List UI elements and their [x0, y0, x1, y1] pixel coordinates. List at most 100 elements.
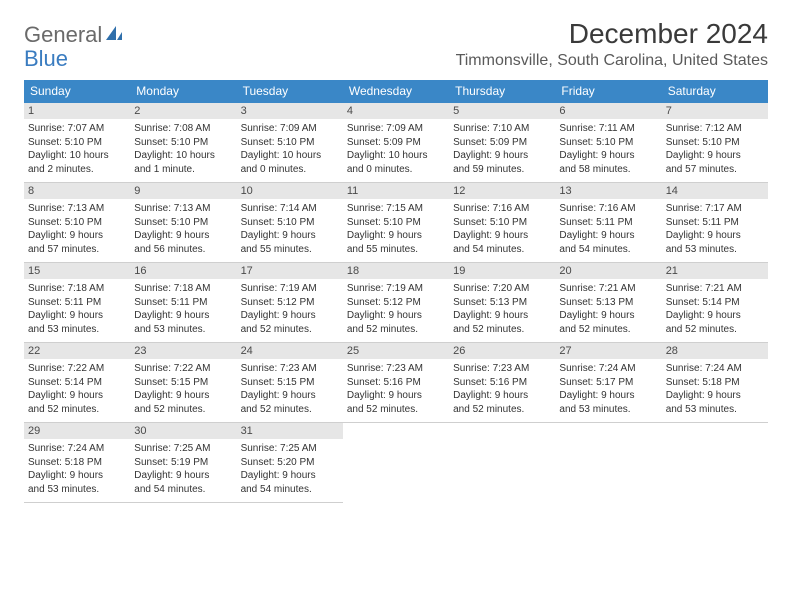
daylight-text-2: and 53 minutes. — [666, 243, 764, 257]
daylight-text-1: Daylight: 9 hours — [453, 229, 551, 243]
daylight-text-1: Daylight: 10 hours — [241, 149, 339, 163]
sunset-text: Sunset: 5:14 PM — [28, 376, 126, 390]
day-number: 17 — [237, 263, 343, 279]
calendar-cell: 11Sunrise: 7:15 AMSunset: 5:10 PMDayligh… — [343, 183, 449, 263]
calendar-cell: 22Sunrise: 7:22 AMSunset: 5:14 PMDayligh… — [24, 343, 130, 423]
sunset-text: Sunset: 5:11 PM — [559, 216, 657, 230]
calendar-cell — [662, 423, 768, 503]
daylight-text-2: and 54 minutes. — [453, 243, 551, 257]
daylight-text-1: Daylight: 9 hours — [28, 229, 126, 243]
sunset-text: Sunset: 5:09 PM — [453, 136, 551, 150]
week-row: 22Sunrise: 7:22 AMSunset: 5:14 PMDayligh… — [24, 343, 768, 423]
daylight-text-2: and 2 minutes. — [28, 163, 126, 177]
calendar-cell: 29Sunrise: 7:24 AMSunset: 5:18 PMDayligh… — [24, 423, 130, 503]
sunrise-text: Sunrise: 7:25 AM — [134, 442, 232, 456]
day-number: 11 — [343, 183, 449, 199]
calendar-cell: 16Sunrise: 7:18 AMSunset: 5:11 PMDayligh… — [130, 263, 236, 343]
calendar-cell: 30 Sunrise: 7:25 AMSunset: 5:19 PMDayligh… — [130, 423, 236, 503]
day-number: 15 — [24, 263, 130, 279]
sunrise-text: Sunrise: 7:21 AM — [559, 282, 657, 296]
sunrise-text: Sunrise: 7:17 AM — [666, 202, 764, 216]
daylight-text-1: Daylight: 9 hours — [28, 469, 126, 483]
day-header: Saturday — [662, 80, 768, 103]
sunrise-text: Sunrise: 7:25 AM — [241, 442, 339, 456]
sunset-text: Sunset: 5:10 PM — [28, 136, 126, 150]
sunrise-text: Sunrise: 7:19 AM — [347, 282, 445, 296]
daylight-text-2: and 52 minutes. — [241, 403, 339, 417]
daylight-text-1: Daylight: 9 hours — [559, 309, 657, 323]
location-subtitle: Timmonsville, South Carolina, United Sta… — [456, 52, 768, 70]
daylight-text-1: Daylight: 9 hours — [347, 389, 445, 403]
day-number: 18 — [343, 263, 449, 279]
day-number: 29 — [24, 423, 130, 439]
sunset-text: Sunset: 5:13 PM — [559, 296, 657, 310]
daylight-text-1: Daylight: 10 hours — [134, 149, 232, 163]
sunrise-text: Sunrise: 7:18 AM — [134, 282, 232, 296]
sunrise-text: Sunrise: 7:14 AM — [241, 202, 339, 216]
sunrise-text: Sunrise: 7:07 AM — [28, 122, 126, 136]
daylight-text-1: Daylight: 10 hours — [347, 149, 445, 163]
day-number: 2 — [130, 103, 236, 119]
day-number: 4 — [343, 103, 449, 119]
daylight-text-2: and 52 minutes. — [28, 403, 126, 417]
daylight-text-1: Daylight: 9 hours — [241, 309, 339, 323]
calendar-cell: 3Sunrise: 7:09 AMSunset: 5:10 PMDaylight… — [237, 103, 343, 183]
daylight-text-1: Daylight: 9 hours — [28, 389, 126, 403]
day-header: Wednesday — [343, 80, 449, 103]
sunset-text: Sunset: 5:17 PM — [559, 376, 657, 390]
daylight-text-2: and 53 minutes. — [28, 483, 126, 497]
sunset-text: Sunset: 5:10 PM — [134, 216, 232, 230]
calendar-cell — [343, 423, 449, 503]
calendar-cell: 18Sunrise: 7:19 AMSunset: 5:12 PMDayligh… — [343, 263, 449, 343]
daylight-text-2: and 59 minutes. — [453, 163, 551, 177]
daylight-text-1: Daylight: 9 hours — [134, 229, 232, 243]
sunrise-text: Sunrise: 7:08 AM — [134, 122, 232, 136]
day-number: 31 — [237, 423, 343, 439]
daylight-text-2: and 53 minutes. — [559, 403, 657, 417]
daylight-text-2: and 55 minutes. — [241, 243, 339, 257]
sunset-text: Sunset: 5:15 PM — [134, 376, 232, 390]
sunrise-text: Sunrise: 7:15 AM — [347, 202, 445, 216]
day-number: 20 — [555, 263, 661, 279]
day-number: 21 — [662, 263, 768, 279]
daylight-text-1: Daylight: 9 hours — [241, 389, 339, 403]
sunrise-text: Sunrise: 7:19 AM — [241, 282, 339, 296]
day-number: 1 — [24, 103, 130, 119]
daylight-text-1: Daylight: 9 hours — [453, 149, 551, 163]
calendar-cell: 21Sunrise: 7:21 AMSunset: 5:14 PMDayligh… — [662, 263, 768, 343]
sunset-text: Sunset: 5:13 PM — [453, 296, 551, 310]
daylight-text-2: and 52 minutes. — [241, 323, 339, 337]
calendar-cell: 8Sunrise: 7:13 AMSunset: 5:10 PMDaylight… — [24, 183, 130, 263]
sunset-text: Sunset: 5:19 PM — [134, 456, 232, 470]
sunrise-text: Sunrise: 7:23 AM — [453, 362, 551, 376]
daylight-text-2: and 0 minutes. — [347, 163, 445, 177]
sail-icon — [104, 22, 124, 48]
daylight-text-2: and 52 minutes. — [347, 323, 445, 337]
day-header: Sunday — [24, 80, 130, 103]
daylight-text-2: and 52 minutes. — [134, 403, 232, 417]
day-number: 28 — [662, 343, 768, 359]
sunrise-text: Sunrise: 7:12 AM — [666, 122, 764, 136]
sunset-text: Sunset: 5:18 PM — [28, 456, 126, 470]
daylight-text-1: Daylight: 9 hours — [28, 309, 126, 323]
day-number: 9 — [130, 183, 236, 199]
calendar-cell: 13Sunrise: 7:16 AMSunset: 5:11 PMDayligh… — [555, 183, 661, 263]
day-number: 12 — [449, 183, 555, 199]
calendar-cell: 15Sunrise: 7:18 AMSunset: 5:11 PMDayligh… — [24, 263, 130, 343]
daylight-text-1: Daylight: 9 hours — [134, 469, 232, 483]
daylight-text-2: and 57 minutes. — [28, 243, 126, 257]
sunset-text: Sunset: 5:11 PM — [134, 296, 232, 310]
day-number: 30 — [130, 423, 236, 439]
sunrise-text: Sunrise: 7:20 AM — [453, 282, 551, 296]
sunrise-text: Sunrise: 7:16 AM — [559, 202, 657, 216]
calendar-cell: 14Sunrise: 7:17 AMSunset: 5:11 PMDayligh… — [662, 183, 768, 263]
calendar-cell: 6Sunrise: 7:11 AMSunset: 5:10 PMDaylight… — [555, 103, 661, 183]
daylight-text-1: Daylight: 9 hours — [241, 229, 339, 243]
daylight-text-1: Daylight: 9 hours — [559, 389, 657, 403]
sunset-text: Sunset: 5:16 PM — [453, 376, 551, 390]
daylight-text-1: Daylight: 9 hours — [347, 309, 445, 323]
week-row: 1 Sunrise: 7:07 AMSunset: 5:10 PM Daylight… — [24, 103, 768, 183]
sunset-text: Sunset: 5:14 PM — [666, 296, 764, 310]
day-number: 10 — [237, 183, 343, 199]
sunset-text: Sunset: 5:10 PM — [28, 216, 126, 230]
